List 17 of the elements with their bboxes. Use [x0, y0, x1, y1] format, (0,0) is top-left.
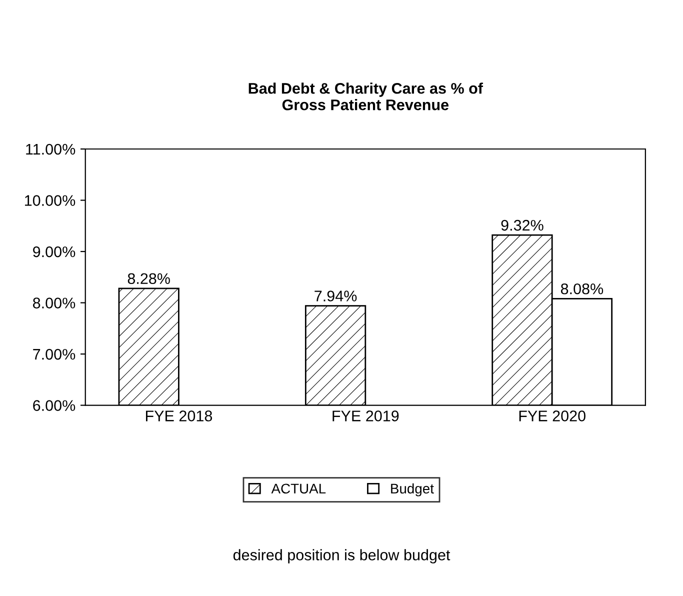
- y-tick-label: 6.00%: [33, 400, 76, 411]
- text: desired position is below budget: [233, 549, 450, 564]
- y-tick-label: 7.00%: [33, 348, 76, 360]
- data-label: 8.28%: [128, 273, 170, 284]
- y-tick-label: 10.00%: [25, 195, 76, 206]
- data-label: 9.32%: [501, 220, 544, 231]
- y-tick-label: 8.00%: [33, 298, 76, 308]
- x-tick-label: FYE 2019: [332, 410, 399, 422]
- y-tick-label: 9.00%: [33, 246, 76, 258]
- data-label: 7.94%: [314, 290, 357, 302]
- legend-label: Budget: [391, 483, 434, 496]
- legend-label: ACTUAL: [271, 484, 326, 494]
- data-label: 8.08%: [560, 283, 604, 294]
- x-tick-label: FYE 2018: [146, 410, 212, 422]
- x-tick-label: FYE 2020: [519, 410, 586, 422]
- y-tick-label: 11.00%: [26, 144, 76, 155]
- chart-title: Bad Debt & Charity Care as % of Gross Patient Revenue: [248, 82, 484, 110]
